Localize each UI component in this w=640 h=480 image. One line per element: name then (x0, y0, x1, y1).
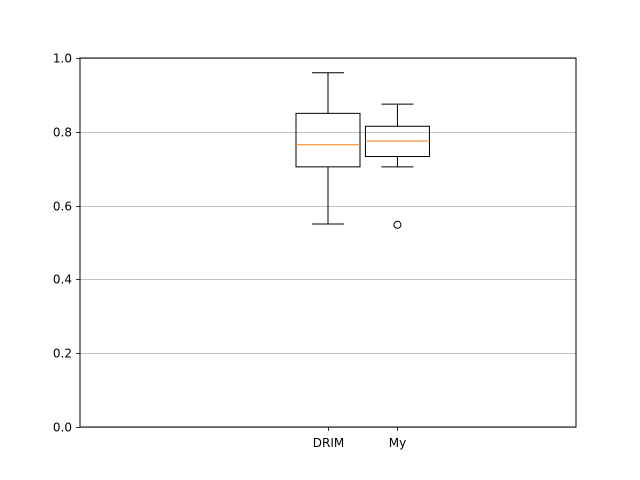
x-tick-label: DRIM (313, 436, 344, 450)
iqr-box (295, 112, 361, 168)
y-tick-label: 0.4 (53, 273, 72, 287)
plot-frame (79, 57, 577, 428)
boxes (295, 72, 430, 229)
x-tick-label: My (389, 436, 406, 450)
grid-lines (80, 58, 576, 428)
y-tick-label: 0.0 (53, 421, 72, 435)
y-tick-label: 0.6 (53, 200, 72, 214)
y-tick-label: 1.0 (53, 52, 72, 66)
y-tick-label: 0.2 (53, 347, 72, 361)
outlier-point (393, 220, 402, 229)
axes: 0.0 0.2 0.4 0.6 0.8 1.0 DRIM My (53, 52, 406, 451)
y-tick-label: 0.8 (53, 126, 72, 140)
